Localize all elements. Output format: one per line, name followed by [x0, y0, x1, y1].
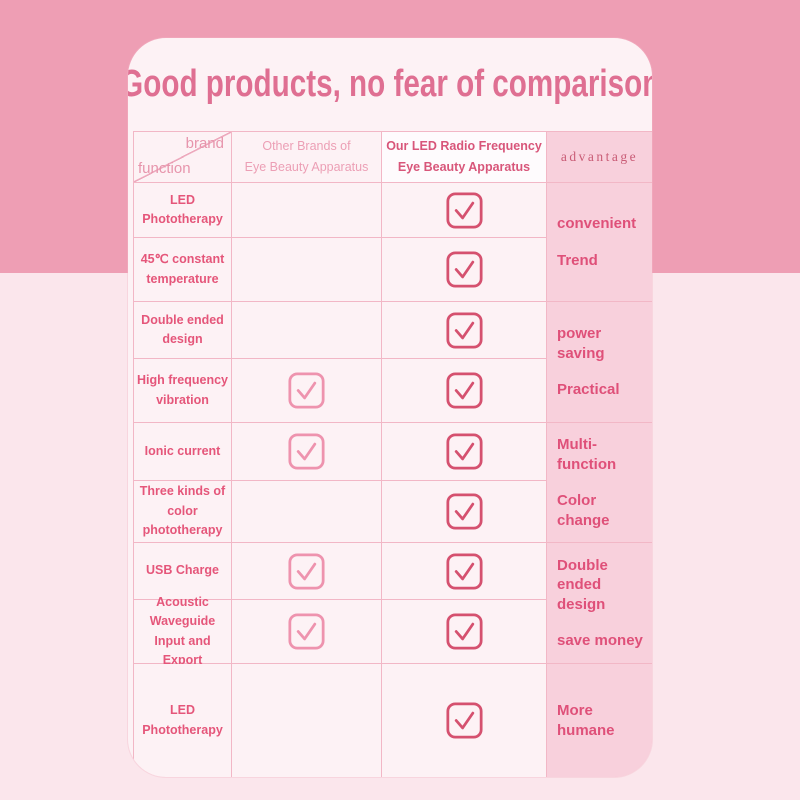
- check-icon: [445, 251, 483, 288]
- check-icon: [445, 493, 483, 530]
- page-title: Good products, no fear of comparison: [128, 63, 652, 105]
- advantage-cell: More humane: [547, 664, 652, 777]
- corner-function-label: function: [138, 160, 191, 177]
- other-check-cell: [232, 543, 381, 599]
- title-zone: Good products, no fear of comparison: [128, 38, 652, 131]
- ours-check-cell: [382, 423, 546, 480]
- check-icon: [445, 552, 483, 590]
- ours-check-cell: [382, 600, 546, 663]
- function-cell: LED Phototherapy: [134, 664, 231, 777]
- advantage-cell: Double ended design save money: [547, 543, 652, 663]
- ours-check-cell: [382, 664, 546, 777]
- comparison-table: brand function Other Brands of Eye Beaut…: [133, 131, 652, 777]
- header-other-brands: Other Brands of Eye Beauty Apparatus: [232, 132, 381, 182]
- function-cell: Acoustic Waveguide Input and Export: [134, 595, 231, 667]
- function-cell: LED Phototherapy: [134, 183, 231, 237]
- corner-brand-label: brand: [185, 135, 224, 152]
- function-cell: High frequency vibration: [134, 359, 231, 422]
- other-check-cell: [232, 600, 381, 663]
- function-cell: Three kinds of color phototherapy: [134, 481, 231, 542]
- check-icon: [445, 311, 483, 349]
- other-check-cell: [232, 302, 381, 358]
- check-icon: [288, 552, 325, 590]
- check-icon: [445, 433, 483, 470]
- ours-check-cell: [382, 481, 546, 542]
- comparison-card: Good products, no fear of comparison bra…: [128, 38, 652, 777]
- other-check-cell: [232, 664, 381, 777]
- check-icon: [445, 702, 483, 739]
- check-icon: [445, 372, 483, 409]
- ours-check-cell: [382, 359, 546, 422]
- other-check-cell: [232, 359, 381, 422]
- other-check-cell: [232, 238, 381, 301]
- advantage-cell: power saving Practical: [547, 302, 652, 422]
- function-cell: 45℃ constant temperature: [134, 238, 231, 301]
- ours-check-cell: [382, 543, 546, 599]
- check-icon: [445, 613, 483, 650]
- header-advantage: advantage: [547, 132, 652, 182]
- function-cell: USB Charge: [134, 543, 231, 599]
- function-cell: Ionic current: [134, 423, 231, 480]
- check-icon: [445, 191, 483, 229]
- other-check-cell: [232, 481, 381, 542]
- check-icon: [288, 433, 325, 470]
- check-icon: [288, 613, 325, 650]
- other-check-cell: [232, 183, 381, 237]
- ours-check-cell: [382, 302, 546, 358]
- function-cell: Double ended design: [134, 302, 231, 358]
- ours-check-cell: [382, 238, 546, 301]
- ours-check-cell: [382, 183, 546, 237]
- header-our-product: Our LED Radio Frequency Eye Beauty Appar…: [382, 132, 546, 182]
- advantage-cell: convenient Trend: [547, 183, 652, 301]
- advantage-cell: Multi-function Color change: [547, 423, 652, 542]
- corner-header-cell: brand function: [134, 132, 231, 182]
- other-check-cell: [232, 423, 381, 480]
- check-icon: [288, 372, 325, 409]
